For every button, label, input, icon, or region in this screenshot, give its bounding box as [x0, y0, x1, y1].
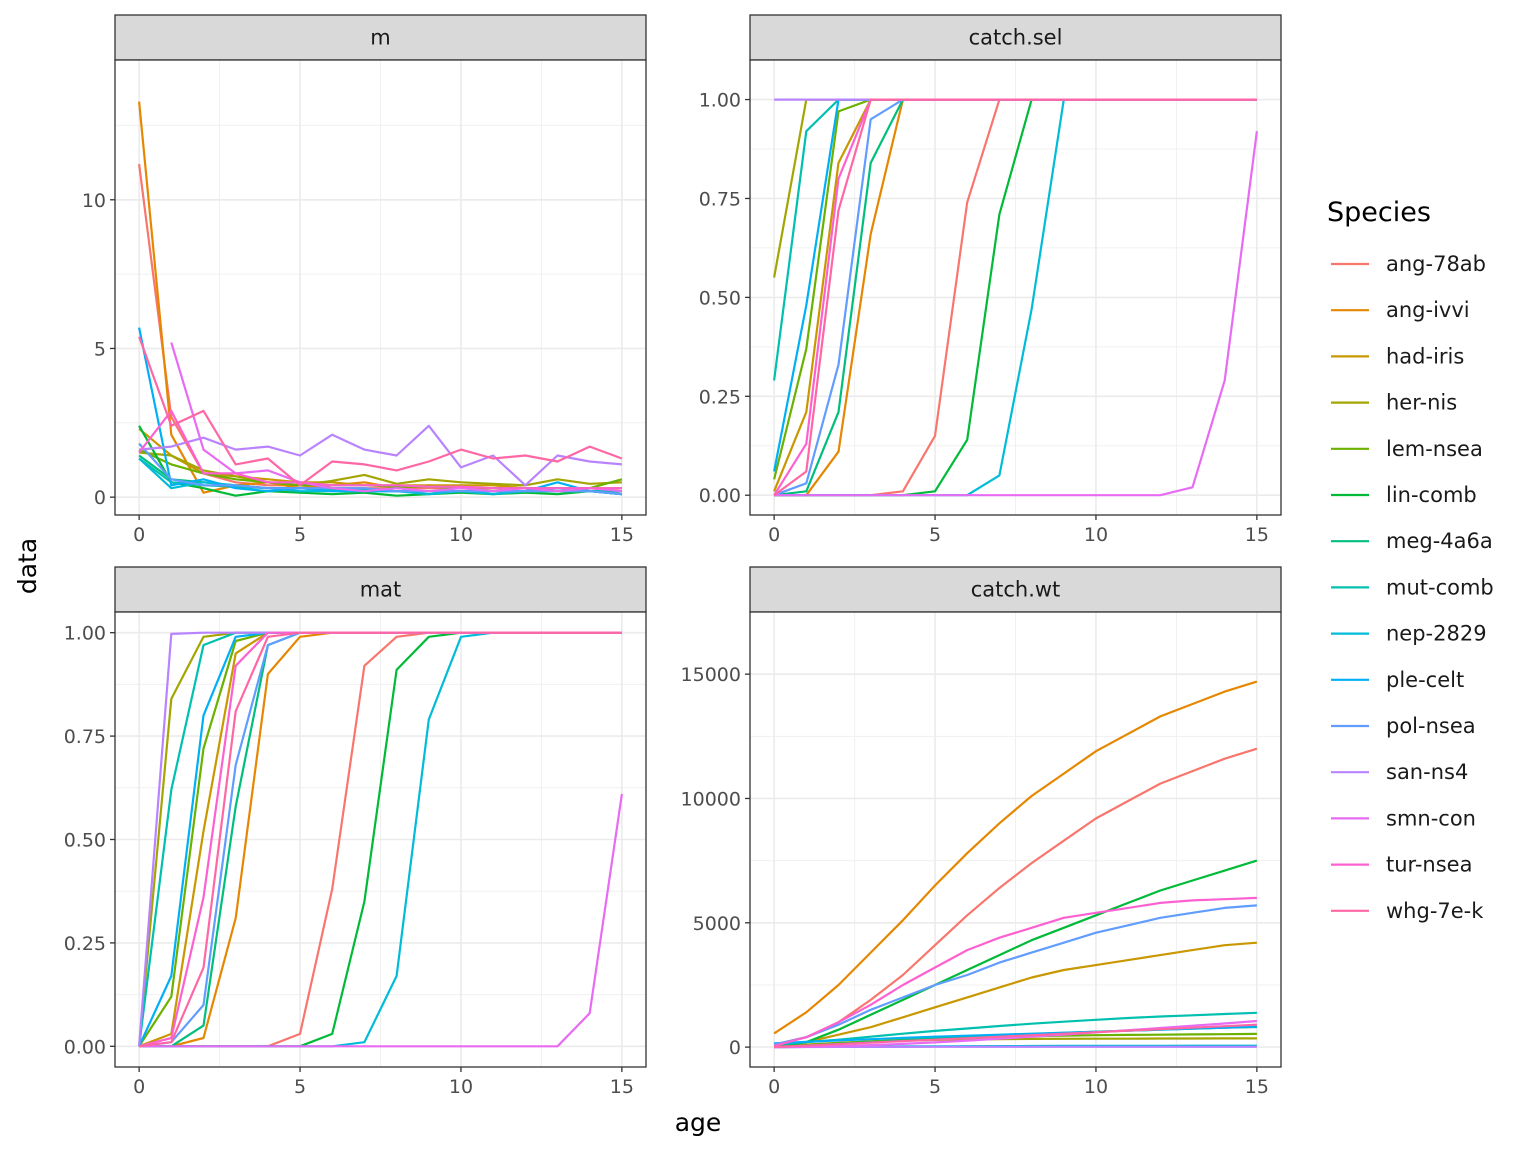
- facet-strip: [114, 14, 647, 61]
- y-tick-label: 0: [729, 1037, 741, 1059]
- series-line-had-iris: [773, 941, 1257, 1048]
- series-line-mut-comb: [774, 1011, 1257, 1046]
- x-tick-label: 10: [1084, 1076, 1108, 1098]
- x-tick-label: 15: [610, 524, 634, 546]
- x-tick-label: 5: [294, 524, 306, 546]
- series-line-smn-con: [139, 793, 623, 1048]
- facet-strip: [749, 14, 1282, 61]
- legend-label-lem-nsea: lem-nsea: [1386, 437, 1483, 461]
- facet-strip-label: catch.sel: [969, 26, 1063, 50]
- facet-strip: [114, 566, 647, 613]
- series-line-whg-7e-k: [773, 98, 1257, 497]
- series-line-whg-7e-k: [774, 1023, 1257, 1048]
- y-tick-label: 0.00: [64, 1036, 106, 1058]
- series-line-ang-ivvi: [773, 680, 1258, 1035]
- legend-label-mut-comb: mut-comb: [1386, 575, 1494, 599]
- series-line-lin-comb: [773, 859, 1258, 1048]
- legend-label-san-ns4: san-ns4: [1386, 760, 1468, 784]
- facet-strip-label: catch.wt: [971, 578, 1061, 602]
- legend-label-her-nis: her-nis: [1386, 391, 1457, 415]
- y-tick-label: 15000: [681, 664, 741, 686]
- series-line-ang-78ab: [773, 747, 1258, 1046]
- y-tick-label: 0.25: [64, 933, 106, 955]
- series-line-smn-con: [774, 1019, 1257, 1049]
- panel-catch-wt: catch.wt 0 5 10 15 0 5000 10000 15000: [681, 566, 1282, 1098]
- legend-label-tur-nsea: tur-nsea: [1386, 853, 1472, 877]
- panel-border: [749, 611, 1282, 1068]
- x-tick-label: 0: [768, 524, 780, 546]
- x-tick-label: 5: [929, 524, 941, 546]
- series-line-tur-nsea: [138, 409, 622, 490]
- legend-title: Species: [1327, 197, 1431, 228]
- series-line-ple-celt: [138, 327, 623, 496]
- x-tick-label: 15: [1245, 1076, 1269, 1098]
- legend-label-had-iris: had-iris: [1386, 344, 1464, 368]
- y-axis-title: data: [13, 538, 42, 594]
- legend-label-ang-78ab: ang-78ab: [1386, 252, 1486, 276]
- panels-layer: m 0 5 10 15 0 5 10 catch.sel 0 5 10 15 0.00 0.25 0.50 0.…: [64, 14, 1282, 1098]
- legend-label-meg-4a6a: meg-4a6a: [1386, 529, 1493, 553]
- y-tick-label: 0.50: [699, 287, 741, 309]
- legend-label-lin-comb: lin-comb: [1386, 483, 1477, 507]
- y-tick-label: 10: [82, 190, 106, 212]
- x-tick-label: 0: [133, 1076, 145, 1098]
- species-legend: Species ang-78ab ang-ivvi had-iris her-nis l…: [1327, 197, 1494, 923]
- legend-label-nep-2829: nep-2829: [1386, 622, 1487, 646]
- legend-label-pol-nsea: pol-nsea: [1386, 714, 1476, 738]
- x-tick-label: 15: [1245, 524, 1269, 546]
- series-line-smn-con: [774, 131, 1258, 497]
- y-tick-label: 5000: [693, 913, 741, 935]
- series-line-smn-con: [170, 342, 623, 493]
- x-tick-label: 15: [610, 1076, 634, 1098]
- y-tick-label: 1.00: [64, 623, 106, 645]
- series-line-whg-7e-k: [138, 336, 623, 487]
- legend-label-whg-7e-k: whg-7e-k: [1386, 899, 1484, 923]
- x-tick-label: 10: [1084, 524, 1108, 546]
- panel-catch-sel: catch.sel 0 5 10 15 0.00 0.25 0.50 0.75 1.00: [699, 14, 1282, 546]
- y-tick-label: 10000: [681, 788, 741, 810]
- x-tick-label: 0: [133, 524, 145, 546]
- series-line-san-ns4: [138, 424, 622, 487]
- facet-strip-label: m: [370, 26, 390, 50]
- x-tick-label: 5: [929, 1076, 941, 1098]
- series-line-whg-7e-k: [138, 631, 622, 1048]
- x-tick-label: 0: [768, 1076, 780, 1098]
- series-line-lin-comb: [138, 425, 623, 497]
- panel-mat: mat 0 5 10 15 0.00 0.25 0.50 0.75 1.00: [64, 566, 647, 1098]
- y-tick-label: 0: [94, 487, 106, 509]
- panel-m: m 0 5 10 15 0 5 10: [82, 14, 647, 546]
- x-axis-title: age: [675, 1108, 722, 1137]
- y-tick-label: 5: [94, 338, 106, 360]
- y-tick-label: 0.00: [699, 485, 741, 507]
- legend-label-smn-con: smn-con: [1386, 806, 1476, 830]
- y-tick-label: 1.00: [699, 90, 741, 112]
- facet-strip-label: mat: [360, 578, 402, 602]
- x-tick-label: 5: [294, 1076, 306, 1098]
- legend-items: ang-78ab ang-ivvi had-iris her-nis lem-nsea l…: [1331, 252, 1494, 923]
- series-line-tur-nsea: [773, 896, 1257, 1047]
- x-tick-label: 10: [449, 524, 473, 546]
- series-line-pol-nsea: [773, 904, 1257, 1046]
- y-tick-label: 0.25: [699, 386, 741, 408]
- legend-label-ple-celt: ple-celt: [1386, 668, 1464, 692]
- x-tick-label: 10: [449, 1076, 473, 1098]
- legend-label-ang-ivvi: ang-ivvi: [1386, 298, 1470, 322]
- y-tick-label: 0.50: [64, 830, 106, 852]
- panel-border: [114, 59, 647, 516]
- y-tick-label: 0.75: [64, 726, 106, 748]
- panel-border: [749, 59, 1282, 516]
- y-tick-label: 0.75: [699, 188, 741, 210]
